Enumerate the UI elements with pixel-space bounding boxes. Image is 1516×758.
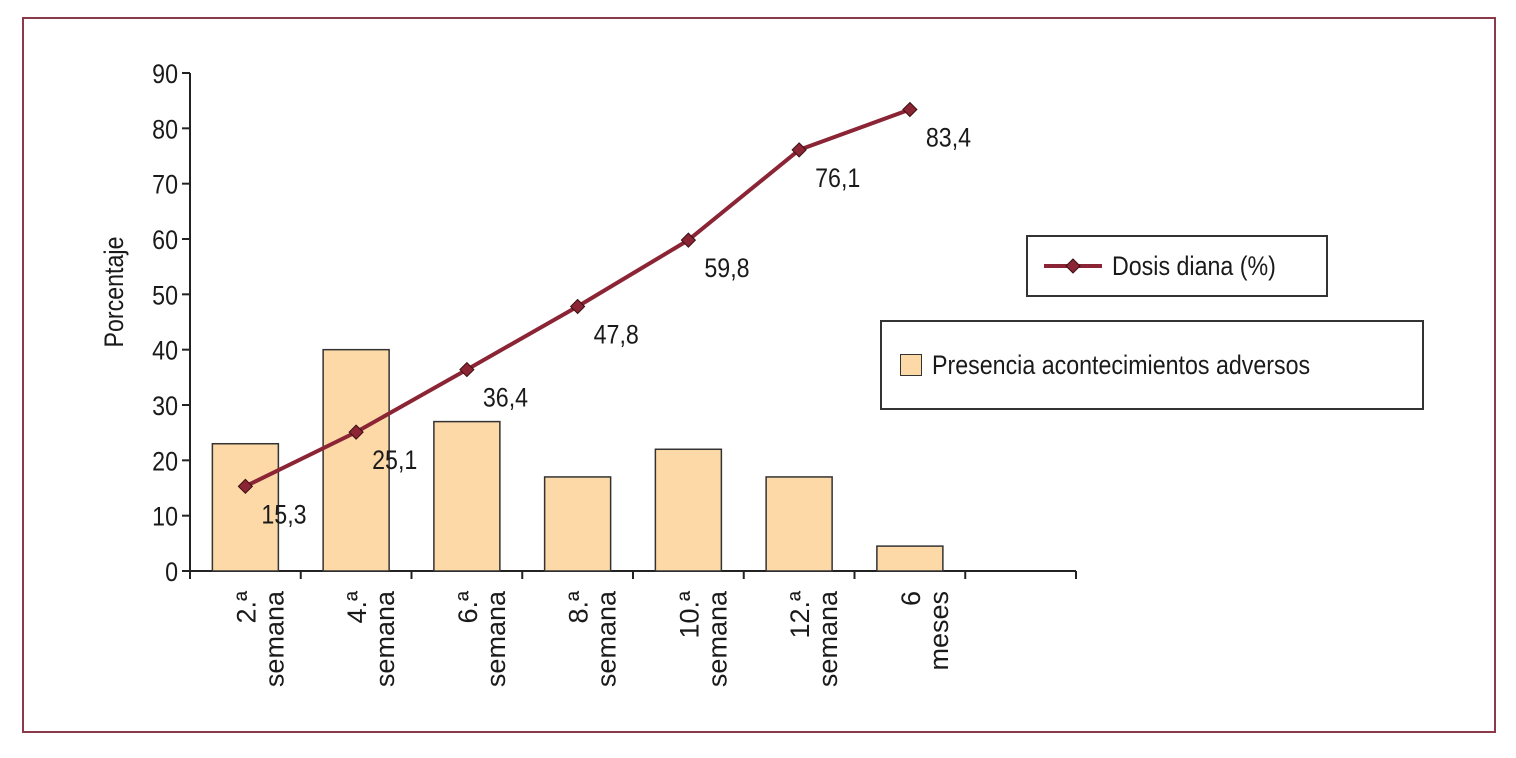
data-label: 59,8 xyxy=(704,254,749,284)
y-axis-label: Porcentaje xyxy=(99,237,129,348)
x-tick-label: 2.ªsemana xyxy=(231,590,289,687)
line-point xyxy=(791,142,807,158)
data-label: 76,1 xyxy=(815,163,860,193)
line-point xyxy=(237,478,254,495)
x-tick-label: 8.ªsemana xyxy=(564,590,622,687)
x-tick-label: 4.ªsemana xyxy=(342,590,400,687)
legend-line-label: Dosis diana (%) xyxy=(1112,250,1276,281)
bar xyxy=(765,476,833,572)
y-tick-label: 60 xyxy=(152,225,178,255)
bar xyxy=(543,476,612,572)
bar xyxy=(433,420,501,572)
data-label: 36,4 xyxy=(483,383,528,413)
y-tick-label: 80 xyxy=(152,115,178,145)
data-label: 47,8 xyxy=(594,320,639,350)
x-tick-label: 10.ªsemana xyxy=(674,590,732,687)
legend-line-marker-icon xyxy=(1044,258,1102,274)
line-point xyxy=(902,101,918,118)
bar xyxy=(876,545,944,572)
line-point xyxy=(459,361,475,378)
line-point xyxy=(348,424,364,440)
y-tick-label: 70 xyxy=(152,170,178,200)
legend-bar-label: Presencia acontecimientos adversos xyxy=(932,349,1311,380)
y-tick-label: 30 xyxy=(152,391,178,421)
bar xyxy=(322,348,390,572)
line-point xyxy=(680,232,697,248)
y-tick-label: 20 xyxy=(152,447,178,477)
y-tick-label: 10 xyxy=(152,502,178,532)
legend-bar-swatch-icon xyxy=(900,354,922,376)
x-tick-label: 12.ªsemana xyxy=(785,590,843,687)
y-tick-label: 0 xyxy=(165,557,178,587)
bar xyxy=(211,442,280,572)
y-tick-label: 40 xyxy=(152,336,178,366)
line-point xyxy=(569,298,586,315)
y-tick-label: 50 xyxy=(152,281,178,311)
data-label: 25,1 xyxy=(372,446,417,476)
data-label: 15,3 xyxy=(261,500,306,530)
x-tick-label: 6meses xyxy=(896,591,954,671)
bar xyxy=(654,448,723,572)
x-tick-label: 6.ªsemana xyxy=(453,590,511,687)
data-label: 83,4 xyxy=(926,123,971,153)
legend-dosis-diana: Dosis diana (%) xyxy=(1026,235,1328,297)
y-tick-label: 90 xyxy=(152,59,178,89)
legend-acontecimientos: Presencia acontecimientos adversos xyxy=(880,320,1424,410)
